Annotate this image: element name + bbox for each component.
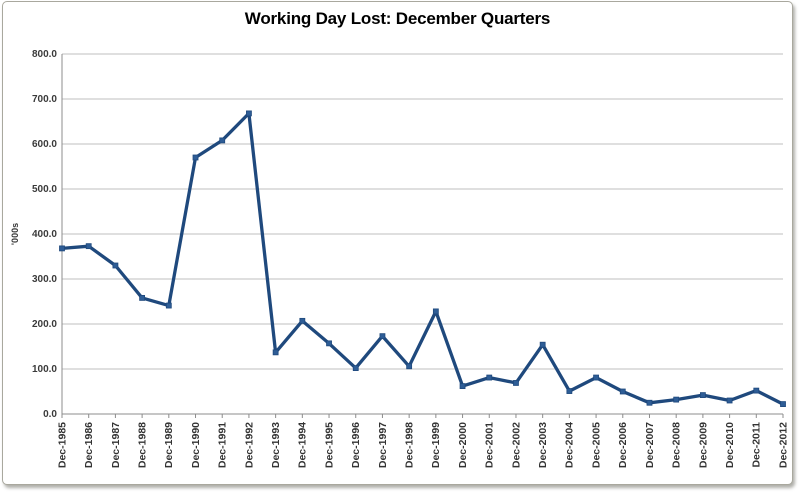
x-tick-label: Dec-2008: [671, 422, 683, 468]
x-tick-label: Dec-1999: [430, 422, 442, 468]
y-tick-label: 500.0: [32, 184, 57, 195]
data-point-marker: [513, 380, 519, 386]
x-tick-label: Dec-2009: [697, 422, 709, 468]
x-tick-label: Dec-1990: [190, 422, 202, 468]
data-point-marker: [352, 365, 359, 372]
data-point-marker: [59, 245, 65, 252]
data-point-marker: [219, 137, 226, 144]
data-point-marker: [459, 383, 466, 390]
y-tick-label: 200.0: [32, 319, 57, 330]
x-tick-label: Dec-1988: [136, 422, 148, 468]
x-tick-label: Dec-2005: [590, 422, 602, 468]
x-tick-label: Dec-2002: [510, 422, 522, 468]
data-point-marker: [112, 262, 119, 269]
chart-title: Working Day Lost: December Quarters: [244, 9, 551, 28]
data-point-marker: [619, 388, 626, 395]
x-tick-label: Dec-1985: [56, 422, 68, 468]
series-line: [60, 111, 785, 406]
data-point-marker: [299, 317, 306, 324]
data-point-marker: [246, 110, 252, 117]
x-tick-label: Dec-2007: [644, 422, 656, 468]
y-tick-label: 0.0: [43, 409, 57, 420]
y-tick-label: 800.0: [32, 49, 57, 60]
x-tick-label: Dec-2000: [457, 422, 469, 468]
y-tick-label: 700.0: [32, 94, 57, 105]
x-tick-label: Dec-1994: [297, 422, 309, 468]
x-tick-label: Dec-1991: [217, 422, 229, 468]
x-tick-label: Dec-1997: [377, 422, 389, 468]
data-point-marker: [753, 387, 760, 394]
data-point-marker: [432, 308, 439, 315]
x-tick-label: Dec-1986: [83, 422, 95, 468]
x-tick-label: Dec-2011: [751, 422, 763, 468]
chart-frame: Working Day Lost: December Quarters 0.0 1…: [2, 1, 793, 485]
data-point-marker: [673, 396, 680, 403]
data-point-marker: [486, 374, 493, 381]
y-tick-label: 100.0: [32, 364, 57, 375]
data-point-marker: [566, 388, 573, 394]
x-tick-label: Dec-2012: [777, 422, 789, 468]
data-point-marker: [726, 397, 733, 404]
x-tick-label: Dec-2006: [617, 422, 629, 468]
data-point-marker: [699, 392, 706, 399]
data-point-marker: [85, 243, 92, 250]
y-tick-label: 400.0: [32, 229, 57, 240]
y-axis-title: '000s: [10, 223, 20, 245]
data-point-marker: [326, 340, 332, 347]
data-point-marker: [272, 349, 279, 356]
x-tick-label: Dec-1995: [323, 422, 335, 468]
x-tick-label: Dec-1993: [270, 422, 282, 468]
data-point-marker: [139, 294, 146, 301]
data-point-marker: [165, 302, 172, 309]
x-tick-label: Dec-2004: [564, 422, 576, 468]
x-tick-label: Dec-2001: [484, 422, 496, 468]
data-point-marker: [593, 374, 599, 381]
x-tick-label: Dec-1996: [350, 422, 362, 468]
x-tick-label: Dec-1987: [110, 422, 122, 468]
x-tick-label: Dec-1989: [163, 422, 175, 468]
x-tick-label: Dec-2010: [724, 422, 736, 468]
x-tick-label: Dec-2003: [537, 422, 549, 468]
x-tick-label: Dec-1998: [404, 422, 416, 468]
y-tick-label: 600.0: [32, 139, 57, 150]
data-point-marker: [406, 363, 413, 370]
y-tick-label: 300.0: [32, 274, 57, 285]
data-point-marker: [379, 333, 386, 340]
data-point-marker: [780, 401, 786, 408]
data-point-marker: [192, 154, 199, 161]
line-chart: 0.0 100.0 200.0 300.0 400.0 500.0 600.0 700.0 80…: [10, 49, 789, 468]
data-point-marker: [539, 341, 546, 348]
x-tick-label: Dec-1992: [243, 422, 255, 468]
data-point-marker: [646, 399, 653, 406]
